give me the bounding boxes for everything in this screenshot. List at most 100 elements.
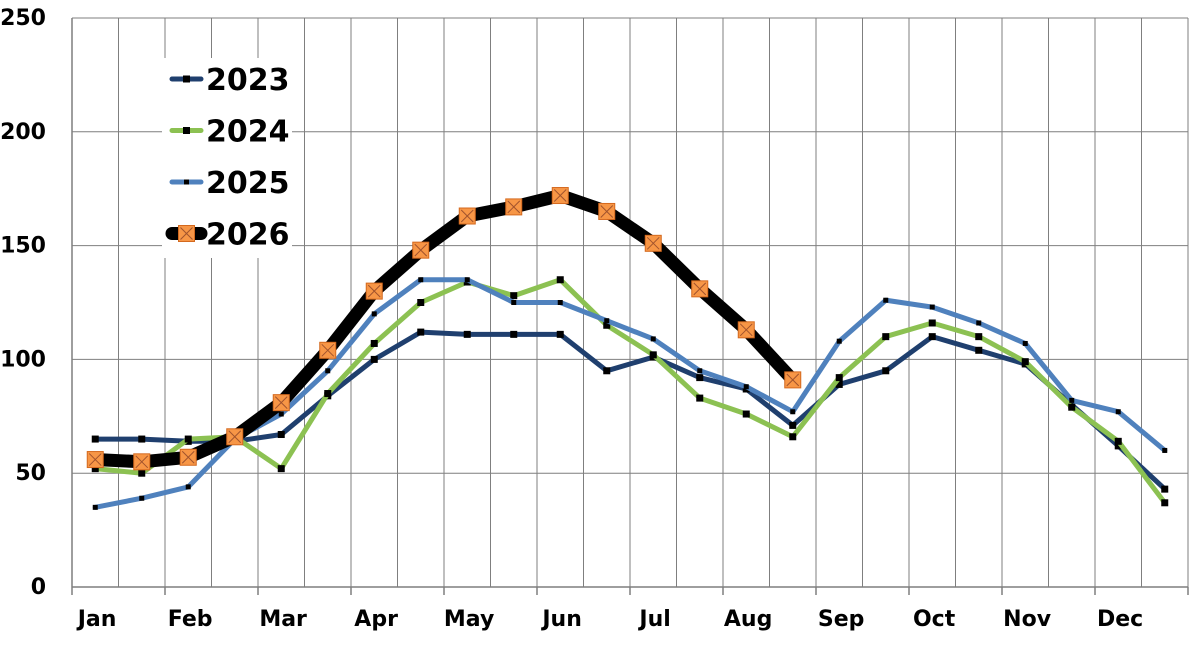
data-point [556,276,564,284]
x-tick-label: Jan [76,607,117,632]
data-point [183,127,190,134]
legend-entry: 2023 [169,63,290,98]
data-point [1115,409,1121,415]
gridlines [72,17,1189,587]
data-point-mark [274,396,288,409]
legend: 2023 2024 2025 2026 [162,58,292,258]
data-point [183,75,190,83]
data-point [417,328,425,336]
x-tick-label: Dec [1097,607,1143,632]
data-point [697,368,703,374]
data-point [511,300,517,305]
y-tick-label: 100 [0,347,46,372]
y-tick-label: 0 [31,575,46,600]
data-point-mark [321,343,335,357]
data-point-mark [414,243,428,257]
x-tick-label: Jul [637,607,670,632]
x-tick-label: Mar [259,607,307,632]
x-tick-label: Sep [818,607,865,632]
data-point [185,484,191,490]
data-point [743,384,749,390]
series-line [92,277,1168,506]
series-line [88,189,800,469]
data-point [510,330,518,338]
data-point-mark [228,430,242,444]
data-point [975,346,983,354]
data-point [835,380,843,388]
data-point [1161,499,1169,507]
data-point [929,304,935,310]
legend-entry: 2026 [165,218,290,253]
legend-label: 2026 [206,218,290,253]
data-point [928,333,936,341]
data-point [789,433,797,441]
data-point [1021,358,1029,366]
x-tick-label: Apr [354,607,398,632]
y-tick-label: 250 [0,6,46,31]
data-point [1114,442,1122,450]
legend-background [162,58,292,258]
data-point [836,338,842,344]
data-point [789,421,797,429]
x-tick-label: Oct [913,607,956,632]
data-point [139,495,145,501]
data-point [883,297,889,303]
x-tick-label: Aug [724,607,772,632]
legend-entry: 2024 [169,115,290,150]
data-point [277,465,285,473]
data-point [928,319,936,327]
series-line [92,329,1168,492]
legend-label: 2024 [206,115,290,150]
series-line [92,277,1168,510]
data-point [603,321,611,329]
data-point [882,367,890,375]
series-2026 [86,187,802,471]
data-point [325,368,331,374]
data-point [604,318,610,324]
data-point [1022,340,1028,346]
data-point-mark [693,282,707,296]
data-point [417,299,425,306]
data-point [370,355,378,363]
data-point [835,374,843,382]
data-point [184,179,189,185]
y-axis-tick-labels: 0 50 100 150 200 250 [0,6,46,600]
x-tick-label: Feb [168,607,213,632]
data-point [696,374,704,382]
data-point-mark [646,236,660,250]
data-point [557,300,563,305]
data-point-mark [507,200,521,214]
y-tick-label: 50 [15,461,46,486]
data-point [510,292,518,300]
data-point [277,431,285,439]
data-point-mark [181,450,195,464]
data-point-mark [135,455,149,469]
x-tick-label: Jun [540,607,582,632]
data-point [790,409,796,415]
legend-entry: 2025 [169,166,290,201]
data-point-mark [367,284,381,298]
data-point [324,390,332,398]
data-point-mark [553,189,567,202]
data-point [371,311,377,317]
data-point [696,394,704,402]
data-point [1114,437,1122,445]
data-point [463,330,471,338]
data-point [649,351,657,359]
data-point [882,333,890,341]
data-point [650,336,656,342]
data-point [418,277,424,283]
data-point [138,435,146,443]
y-tick-label: 150 [0,234,46,259]
data-point [1069,397,1075,403]
data-point [976,320,982,326]
data-point [464,277,470,283]
data-point [742,410,750,418]
data-point [370,339,378,347]
x-tick-label: May [444,607,494,632]
series-2024 [91,276,1169,507]
data-point-mark [739,323,753,337]
data-point [92,504,98,510]
data-point-mark [600,205,614,218]
